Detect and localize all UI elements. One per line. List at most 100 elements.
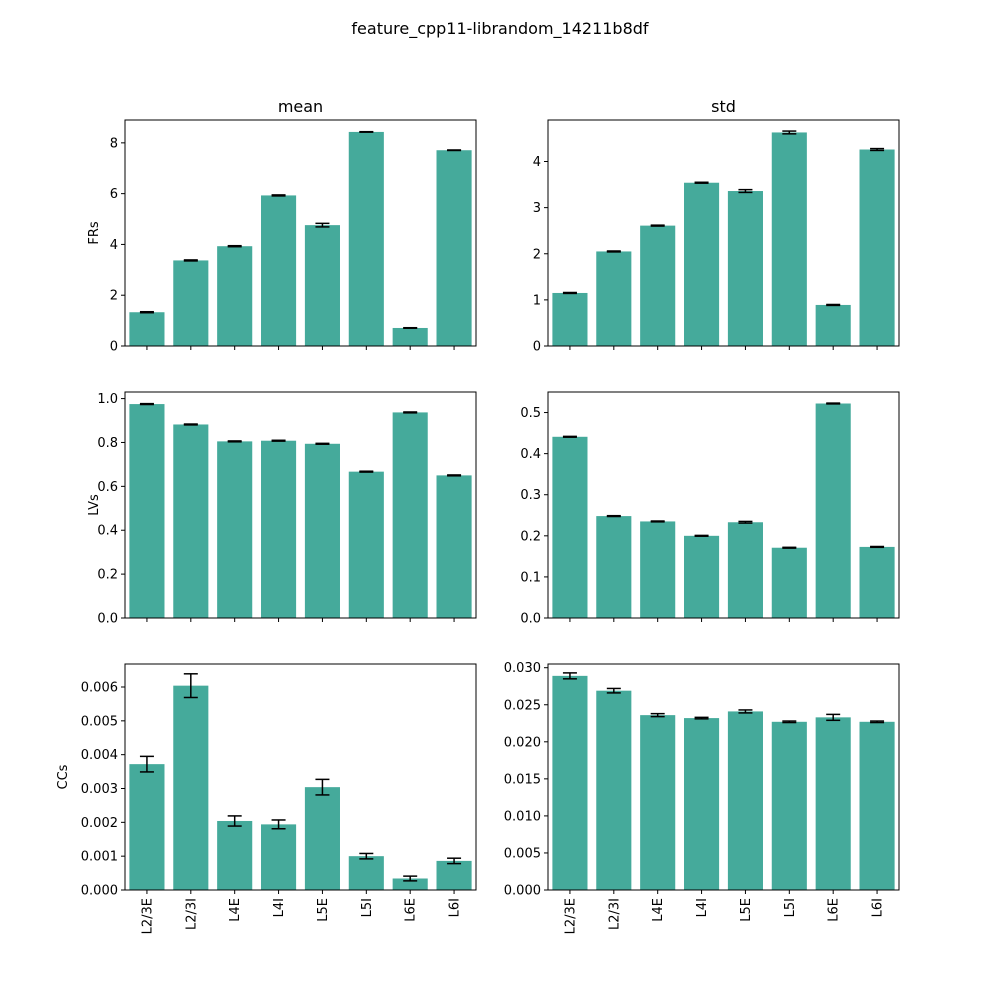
- bar-L6I: [436, 860, 472, 890]
- error-bar-L6E: [403, 875, 418, 882]
- y-tick-label: 0.030: [504, 661, 541, 676]
- y-tick-label: 0: [110, 340, 118, 355]
- error-bar-L5I: [782, 720, 797, 724]
- bar-L2/3I: [173, 260, 209, 346]
- x-tick-label: L5E: [316, 898, 331, 922]
- bar-L2/3E: [552, 675, 588, 890]
- error-bar-L6E: [826, 303, 841, 307]
- y-tick-label: 0.4: [97, 524, 118, 539]
- bar-L4I: [261, 195, 297, 346]
- y-tick-label: 0.010: [504, 809, 541, 824]
- error-bar-L5I: [359, 852, 374, 860]
- bar-L6I: [859, 546, 895, 618]
- x-tick-label: L6E: [404, 898, 419, 922]
- error-bar-L5I: [359, 130, 374, 133]
- column-title-std: std: [711, 97, 736, 116]
- y-tick-label: 0.5: [520, 406, 541, 421]
- bar-L4E: [640, 715, 676, 890]
- bar-L6E: [392, 327, 428, 346]
- error-bar-L2/3I: [183, 673, 198, 699]
- y-tick-label: 3: [533, 201, 541, 216]
- error-bar-L6E: [403, 411, 418, 414]
- y-tick-label: 0.005: [81, 714, 118, 729]
- y-tick-label: 0.025: [504, 698, 541, 713]
- axes-frame: [547, 119, 900, 347]
- panel-1-0: 0.0 0.2 0.4 0.6 0.8 1.0 LVs: [87, 391, 477, 627]
- error-bar-L2/3E: [562, 291, 577, 295]
- y-axis-label: FRs: [87, 221, 102, 245]
- y-tick-label: 0.2: [520, 529, 541, 544]
- panel-1-1: 0.0 0.1 0.2 0.3 0.4 0.5: [520, 391, 900, 627]
- y-tick-label: 0.000: [81, 884, 118, 899]
- error-bar-L2/3I: [606, 250, 621, 253]
- bar-L4E: [640, 521, 676, 618]
- bar-L6E: [392, 878, 428, 890]
- bar-L2/3I: [596, 516, 632, 618]
- bar-L6E: [815, 304, 851, 346]
- y-tick-label: 0.004: [81, 748, 118, 763]
- error-bar-L2/3I: [606, 514, 621, 518]
- y-tick-label: 0.002: [81, 816, 118, 831]
- x-tick-label: L2/3E: [140, 898, 155, 934]
- y-tick-label: 0.0: [97, 612, 118, 627]
- bar-L5I: [771, 721, 807, 890]
- axes-frame: [547, 663, 900, 891]
- bar-L6E: [815, 403, 851, 618]
- x-tick-label: L2/3E: [563, 898, 578, 934]
- error-bar-L4E: [227, 440, 242, 443]
- error-bar-L4I: [694, 716, 709, 720]
- figure-title: feature_cpp11-librandom_14211b8df: [351, 19, 649, 39]
- bar-L4I: [684, 718, 720, 890]
- error-bar-L2/3E: [562, 435, 577, 438]
- bar-L5E: [304, 443, 340, 618]
- error-bar-L2/3E: [139, 755, 154, 773]
- bar-L4I: [261, 440, 297, 618]
- error-bar-L2/3I: [183, 423, 198, 426]
- bar-L5E: [727, 711, 763, 890]
- x-tick-label: L5E: [739, 898, 754, 922]
- bar-L5I: [348, 131, 384, 346]
- x-tick-label: L5I: [360, 898, 375, 917]
- error-bar-L4I: [271, 819, 286, 830]
- bar-L5E: [727, 191, 763, 346]
- y-tick-label: 0.000: [504, 884, 541, 899]
- axes-frame: [124, 663, 477, 891]
- error-bar-L4I: [694, 534, 709, 537]
- bar-L4E: [217, 441, 253, 618]
- bar-L2/3I: [596, 251, 632, 346]
- error-bar-L6E: [826, 713, 841, 722]
- x-tick-label: L6E: [827, 898, 842, 922]
- error-bar-L6I: [447, 149, 462, 152]
- error-bar-L6I: [870, 545, 885, 549]
- error-bar-L4E: [227, 244, 242, 248]
- error-bar-L4E: [650, 712, 665, 718]
- error-bar-L5E: [738, 709, 753, 714]
- panel-2-1: 0.000 0.005 0.010 0.015 0.020 0.025 0.030 L2/3E…: [504, 661, 900, 934]
- error-bar-L2/3E: [139, 402, 154, 406]
- y-tick-label: 0.4: [520, 447, 541, 462]
- x-tick-label: L4E: [228, 898, 243, 922]
- axes-frame: [124, 391, 477, 619]
- error-bar-L6I: [870, 720, 885, 724]
- panel-0-1: 0 1 2 3 4: [533, 119, 900, 355]
- y-tick-label: 1.0: [97, 392, 118, 407]
- panels: 0 2 4 6 8 FRs 0 1 2 3 4 0.0 0.2 0.4 0.6 0.8 1.0 LVs 0.0 0.1…: [56, 119, 900, 934]
- bar-L5E: [727, 522, 763, 618]
- error-bar-L5E: [315, 222, 330, 228]
- error-bar-L4I: [271, 194, 286, 197]
- y-tick-label: 0.020: [504, 735, 541, 750]
- bar-L6I: [859, 149, 895, 346]
- error-bar-L6I: [447, 474, 462, 477]
- y-tick-label: 0: [533, 340, 541, 355]
- bar-L4E: [640, 225, 676, 346]
- bar-L2/3E: [129, 312, 165, 346]
- bar-L6I: [436, 475, 472, 618]
- y-tick-label: 0.0: [520, 612, 541, 627]
- bar-L5I: [771, 547, 807, 618]
- bar-L6I: [859, 721, 895, 890]
- y-tick-label: 0.2: [97, 568, 118, 583]
- bar-L2/3E: [552, 436, 588, 618]
- error-bar-L2/3I: [183, 259, 198, 262]
- error-bar-L6E: [403, 326, 418, 329]
- y-tick-label: 0.1: [520, 570, 541, 585]
